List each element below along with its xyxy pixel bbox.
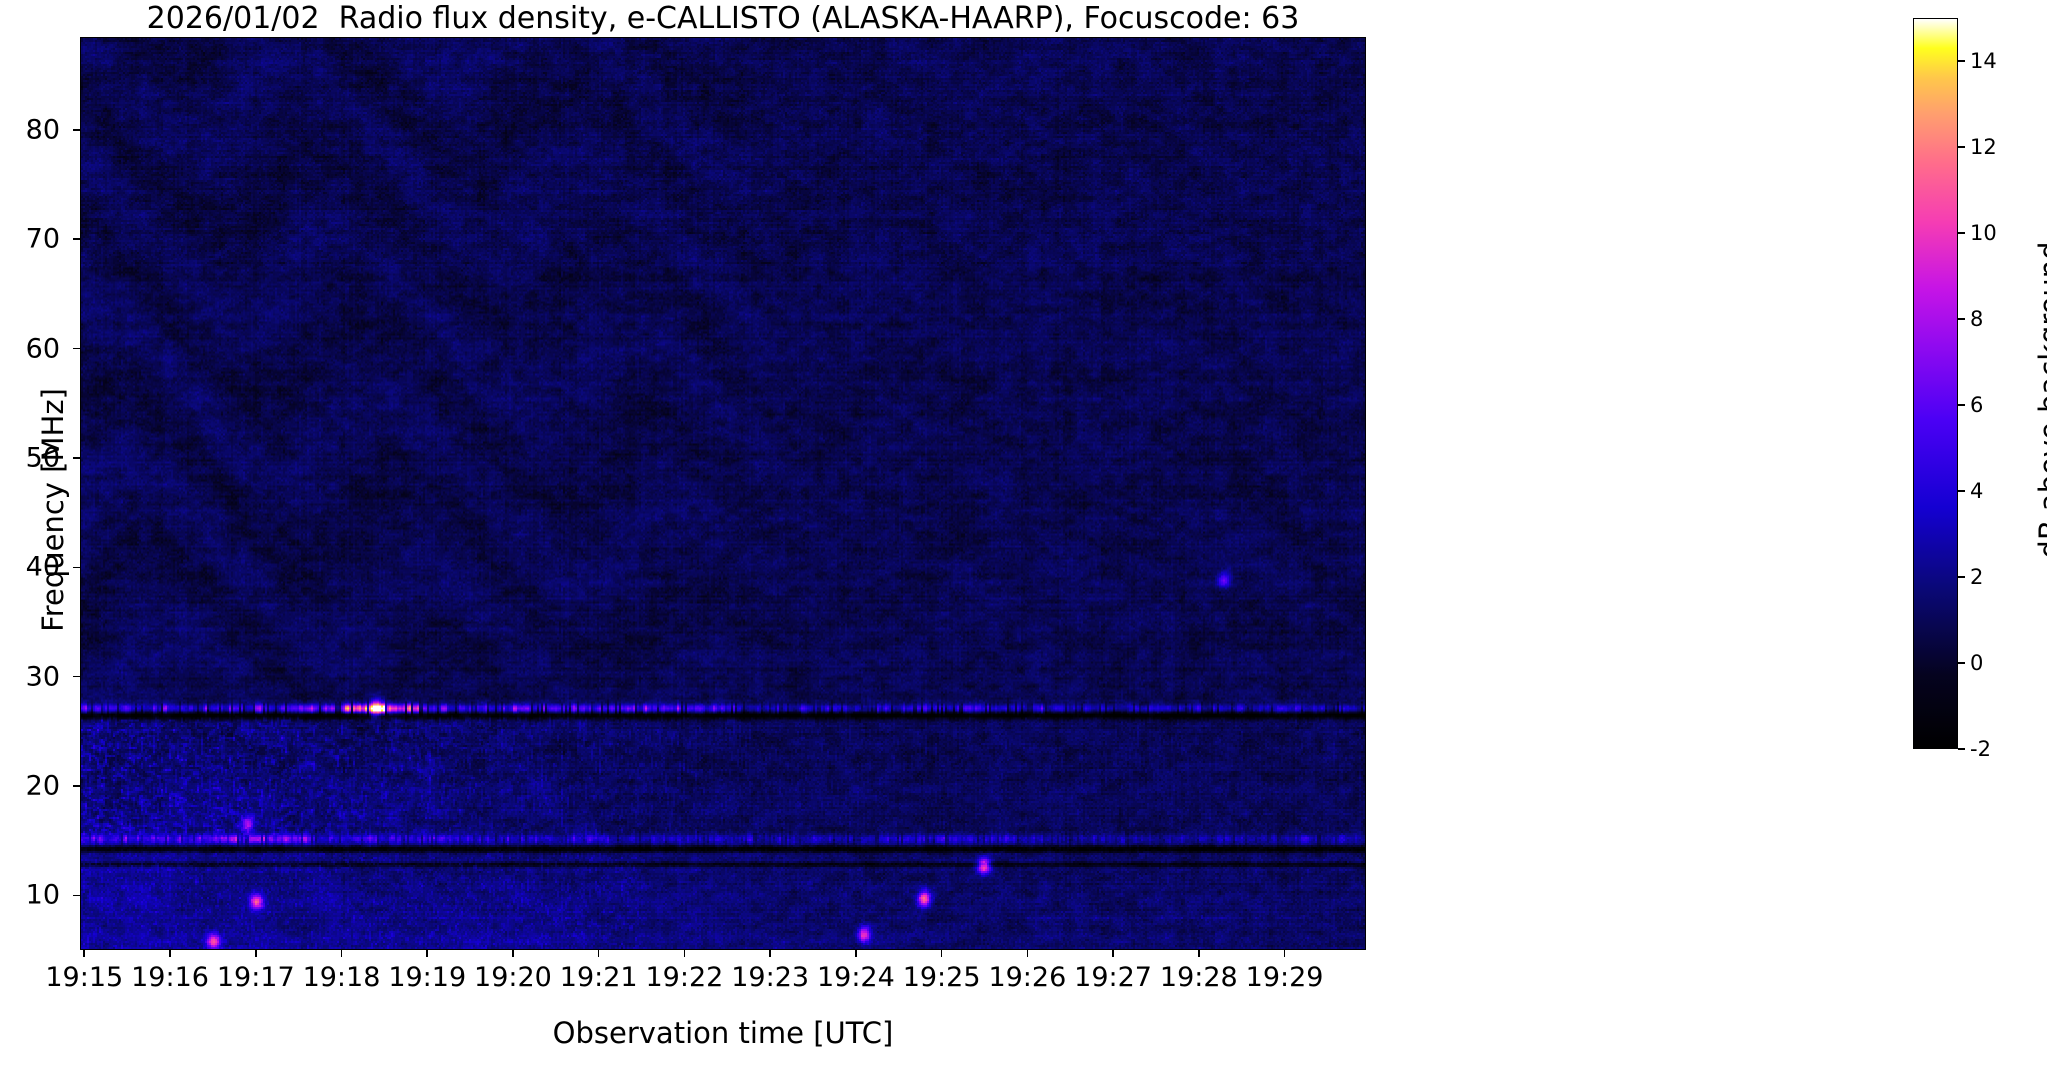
- colorbar-tick-label: 6: [1970, 393, 1984, 417]
- x-tick-mark: [1198, 950, 1200, 957]
- x-tick-mark: [769, 950, 771, 957]
- y-tick-label: 80: [25, 114, 60, 146]
- x-tick-label: 19:19: [388, 962, 467, 993]
- x-tick-label: 19:24: [816, 962, 895, 993]
- y-tick-mark: [73, 894, 80, 897]
- x-tick-mark: [254, 950, 257, 957]
- colorbar-tick-mark: [1958, 60, 1965, 62]
- x-tick-mark: [169, 950, 171, 957]
- x-axis-label: Observation time [UTC]: [552, 1016, 894, 1050]
- x-tick-mark: [512, 950, 514, 957]
- colorbar-label: dB above background: [2033, 241, 2047, 559]
- colorbar-tick-label: 0: [1970, 651, 1984, 675]
- x-tick-mark: [597, 950, 600, 957]
- colorbar-tick-mark: [1958, 490, 1965, 492]
- y-tick-mark: [73, 566, 80, 569]
- y-tick-label: 60: [25, 333, 60, 365]
- spectrogram-plot-area[interactable]: [80, 37, 1366, 950]
- y-tick-mark: [73, 675, 80, 678]
- x-tick-mark: [683, 950, 686, 957]
- x-tick-label: 19:28: [1159, 962, 1238, 993]
- colorbar-tick-label: 12: [1970, 135, 1997, 159]
- x-tick-label: 19:21: [559, 962, 638, 993]
- y-tick-label: 40: [25, 551, 60, 583]
- colorbar-tick-mark: [1958, 146, 1965, 148]
- x-tick-mark: [340, 950, 343, 957]
- y-axis-label: Frequency [MHz]: [36, 388, 70, 632]
- colorbar-tick-mark: [1958, 576, 1965, 578]
- x-tick-mark: [1283, 950, 1286, 957]
- colorbar-tick-mark: [1958, 232, 1965, 234]
- y-tick-mark: [73, 238, 80, 241]
- colorbar-tick-label: 14: [1970, 49, 1997, 73]
- y-tick-mark: [73, 785, 80, 787]
- colorbar-tick-mark: [1958, 748, 1965, 750]
- colorbar-tick-label: 10: [1970, 221, 1997, 245]
- x-tick-mark: [855, 950, 857, 957]
- x-tick-mark: [83, 950, 86, 957]
- y-tick-mark: [73, 347, 80, 350]
- page-title: 2026/01/02 Radio flux density, e-CALLIST…: [146, 1, 1300, 36]
- x-tick-label: 19:17: [216, 962, 295, 993]
- x-tick-label: 19:22: [645, 962, 724, 993]
- colorbar-tick-label: 4: [1970, 479, 1984, 503]
- colorbar-tick-mark: [1958, 662, 1965, 664]
- x-tick-label: 19:20: [474, 962, 552, 993]
- x-tick-label: 19:18: [302, 962, 381, 993]
- y-tick-label: 30: [25, 661, 60, 693]
- y-tick-label: 20: [25, 770, 60, 802]
- colorbar[interactable]: [1913, 18, 1958, 749]
- x-tick-label: 19:25: [902, 962, 981, 993]
- y-tick-label: 70: [25, 223, 60, 255]
- x-tick-mark: [940, 950, 943, 957]
- x-tick-mark: [1112, 950, 1114, 957]
- y-tick-label: 50: [25, 442, 60, 474]
- x-tick-label: 19:23: [731, 962, 810, 993]
- colorbar-gradient: [1914, 19, 1957, 748]
- x-tick-label: 19:29: [1245, 962, 1324, 993]
- y-tick-mark: [73, 457, 80, 459]
- colorbar-tick-label: 8: [1970, 307, 1984, 331]
- spectrogram-image: [81, 38, 1365, 949]
- y-tick-mark: [73, 129, 80, 131]
- x-tick-mark: [426, 950, 428, 957]
- colorbar-tick-mark: [1958, 318, 1965, 320]
- x-tick-label: 19:16: [131, 962, 209, 993]
- x-tick-mark: [1026, 950, 1029, 957]
- x-tick-label: 19:26: [988, 962, 1067, 993]
- y-tick-label: 10: [25, 879, 60, 911]
- colorbar-tick-label: 2: [1970, 565, 1984, 589]
- x-tick-label: 19:15: [45, 962, 124, 993]
- colorbar-tick-mark: [1958, 404, 1965, 406]
- colorbar-tick-label: -2: [1970, 737, 1991, 761]
- x-tick-label: 19:27: [1074, 962, 1152, 993]
